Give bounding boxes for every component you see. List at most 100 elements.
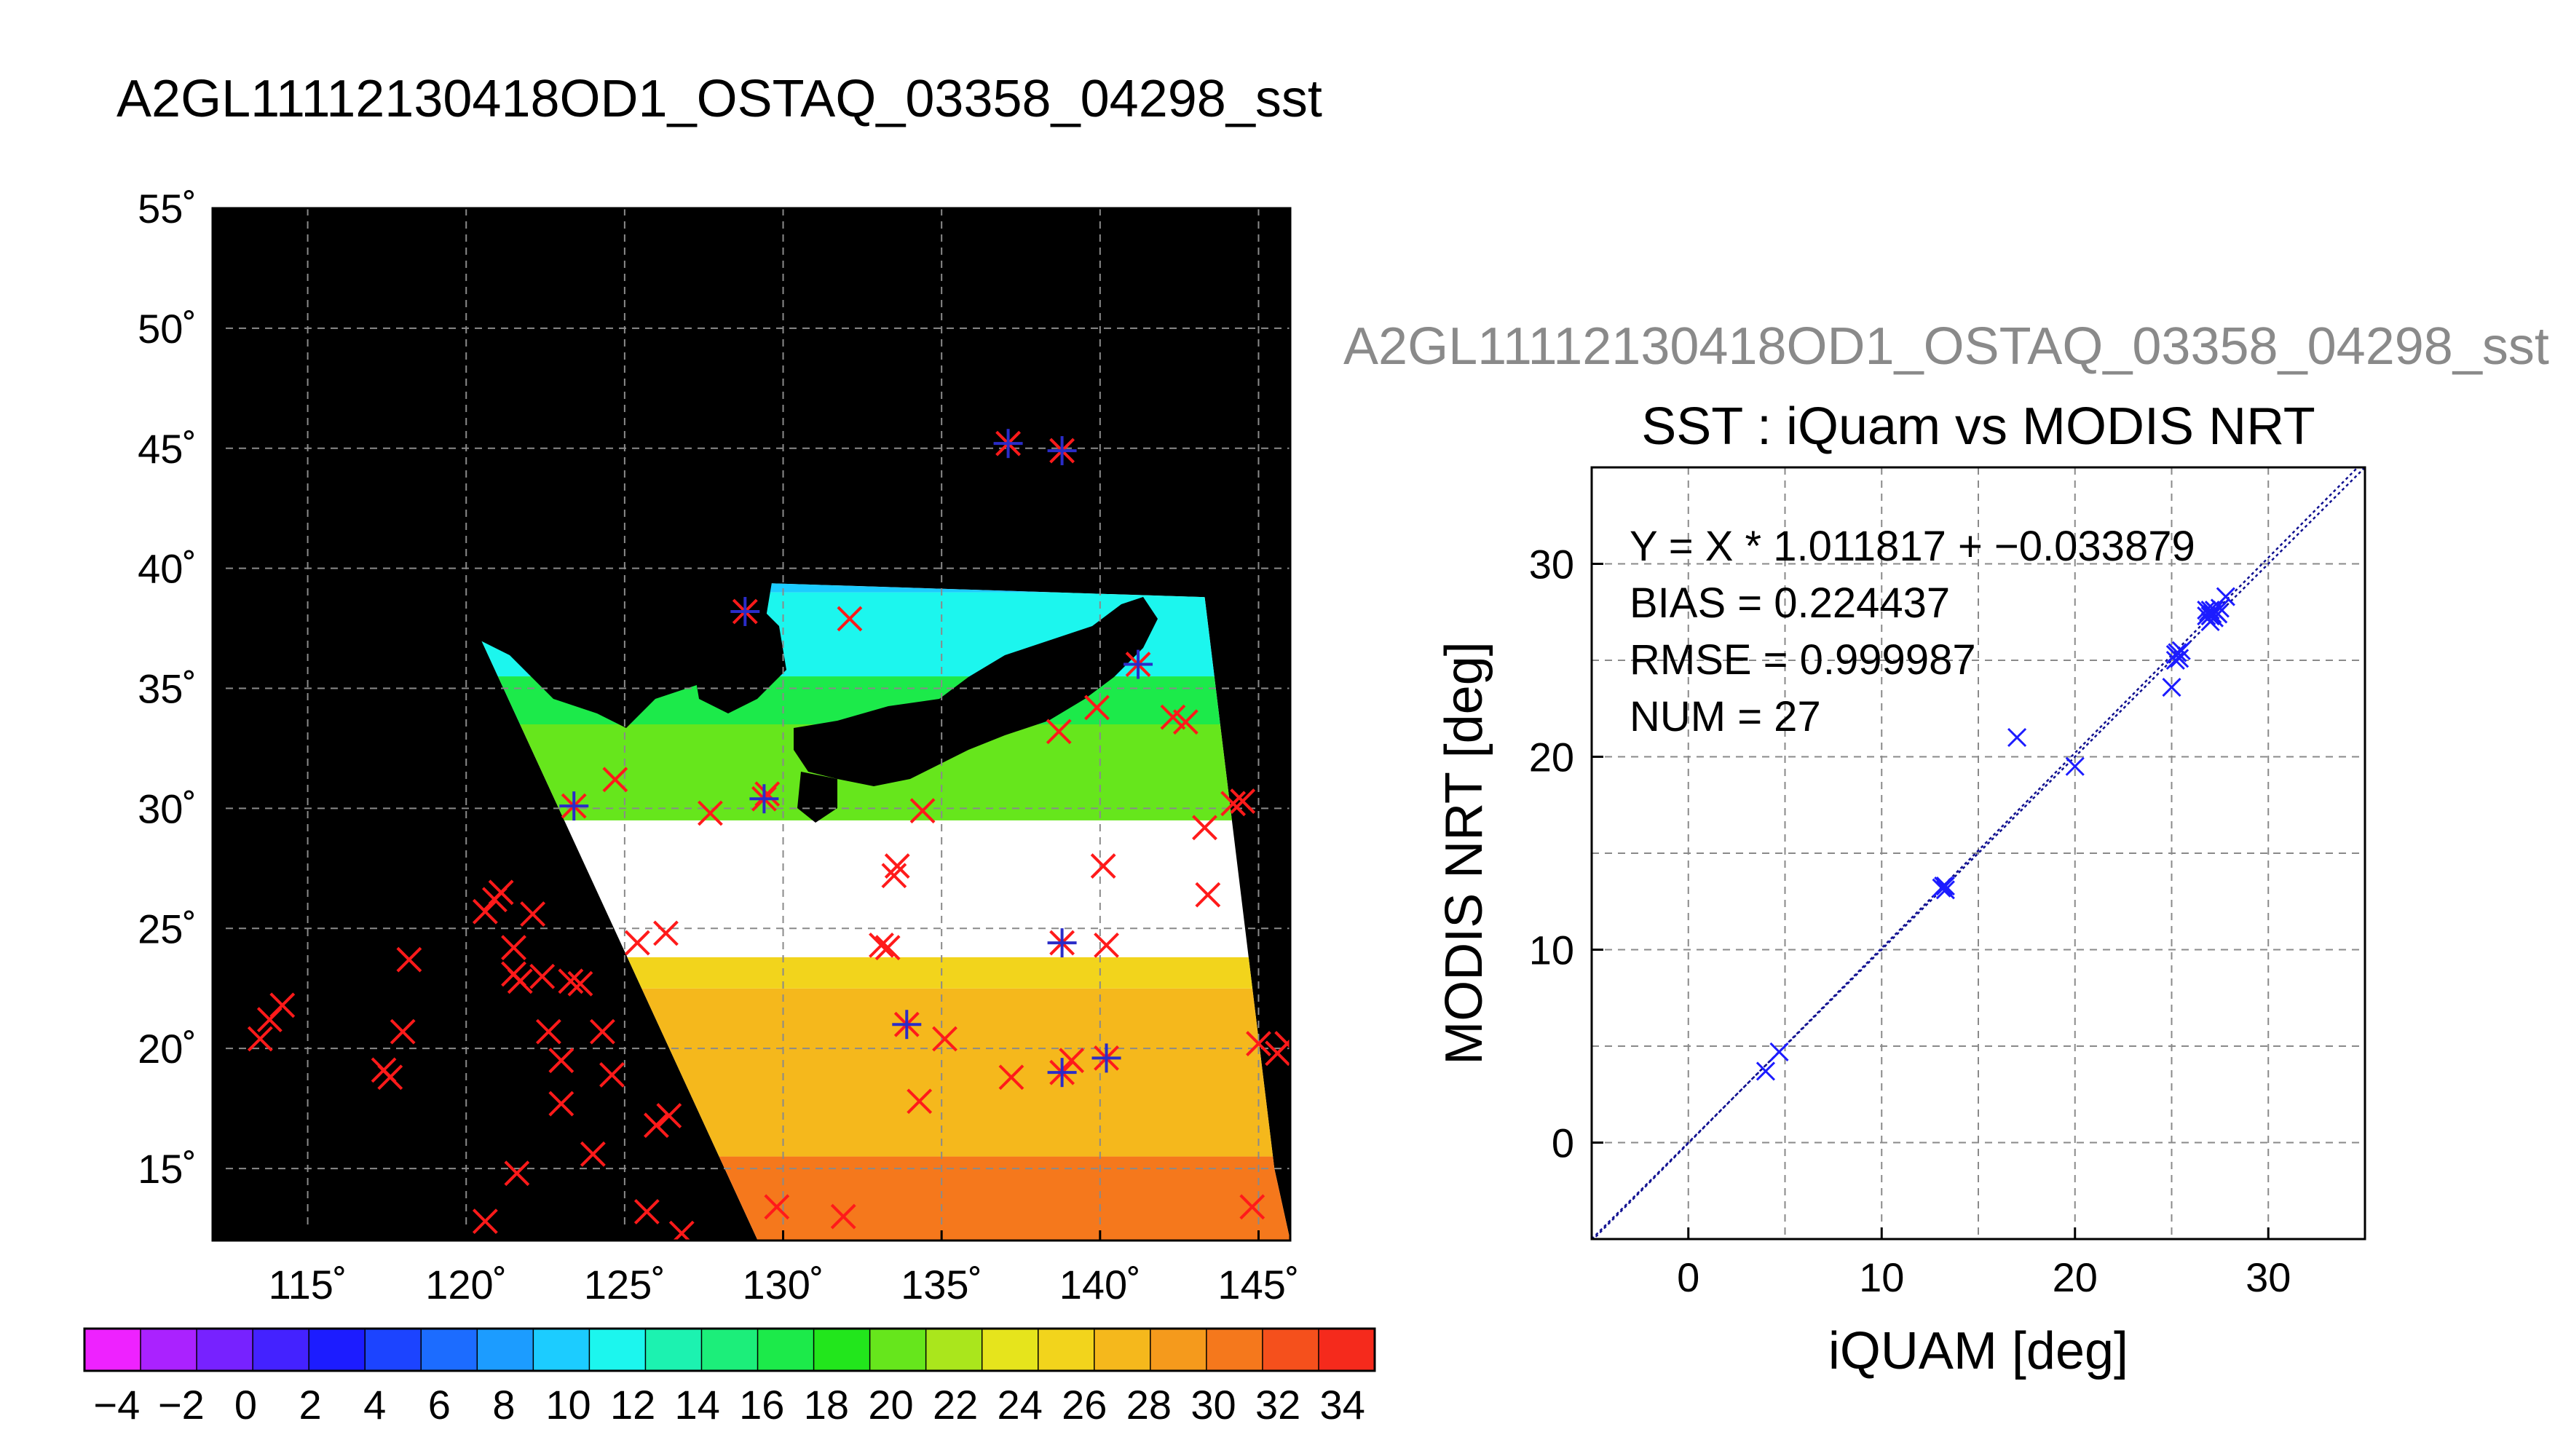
land-russia-coast [859, 208, 1290, 510]
land-hokkaido [1041, 480, 1165, 582]
land-korea-peninsula [692, 604, 786, 713]
scatter-plot: A2GL11112130418OD1_OSTAQ_03358_04298_sst… [1343, 317, 2549, 1380]
matchup-red-36 [837, 606, 863, 632]
matchup-red-31 [668, 1220, 695, 1241]
matchup-red-4 [377, 1064, 403, 1091]
matchup-red-47 [1084, 695, 1110, 721]
matchup-red-30 [656, 1103, 682, 1128]
scatter-x-tick-label-3: 30 [2246, 1254, 2291, 1300]
map-y-tick-label-7: 50˚ [138, 306, 197, 352]
scatter-title: SST : iQuam vs MODIS NRT [1641, 397, 2315, 456]
colorbar-cell-17 [1038, 1329, 1095, 1371]
matchup-red-46 [1059, 1048, 1085, 1074]
colorbar-label-16: 28 [1126, 1382, 1172, 1428]
matchup-red-43 [932, 1026, 957, 1052]
colorbar-label-2: 0 [234, 1382, 257, 1428]
matchup-red-23 [589, 1018, 615, 1045]
matchup-red-37 [869, 932, 894, 958]
colorbar-labels: −4 −2 0 2 4 6 8 10 12 14 16 18 20 22 24 26 28 30 32 34 [93, 1382, 1365, 1428]
matchup-red-7 [472, 1208, 498, 1235]
matchup-red-25 [602, 767, 628, 793]
matchup-red-57 [1246, 1031, 1271, 1057]
scatter-annotation-3: NUM = 27 [1630, 693, 1821, 740]
matchup-red-55 [1230, 788, 1256, 814]
colorbar-cell-19 [1150, 1329, 1207, 1371]
colorbar-label-12: 20 [868, 1382, 913, 1428]
scatter-annotation-1: BIAS = 0.224437 [1630, 579, 1950, 627]
colorbar-label-8: 12 [610, 1382, 655, 1428]
matchup-red-14 [504, 1160, 530, 1187]
colorbar: −4 −2 0 2 4 6 8 10 12 14 16 18 20 22 24 26 28 30 32 34 [83, 1327, 1376, 1428]
matchup-red-48 [1090, 853, 1116, 879]
colorbar-label-9: 14 [675, 1382, 720, 1428]
colorbar-cell-20 [1206, 1329, 1263, 1371]
colorbar-cell-7 [477, 1329, 534, 1371]
scatter-x-label: iQUAM [deg] [1828, 1322, 2128, 1380]
scatter-super-title: A2GL11112130418OD1_OSTAQ_03358_04298_sst [1343, 317, 2549, 376]
map-x-tick-label-6: 145˚ [1217, 1262, 1299, 1307]
matchup-blue-7 [1047, 1058, 1077, 1088]
colorbar-label-17: 30 [1190, 1382, 1236, 1428]
colorbar-cell-3 [253, 1329, 309, 1371]
colorbar-cell-16 [982, 1329, 1039, 1371]
colorbar-cell-15 [925, 1329, 983, 1371]
colorbar-label-19: 34 [1320, 1382, 1365, 1428]
matchup-blue-8 [1091, 1043, 1121, 1073]
map-x-tick-label-0: 115˚ [269, 1262, 347, 1307]
matchup-red-45 [1046, 719, 1072, 745]
scatter-annotation-0: Y = X * 1.011817 + −0.033879 [1630, 523, 2195, 570]
scatter-ticks: 0 10 20 30 0 10 20 30 [1529, 542, 2291, 1301]
scatter-point-23 [2165, 650, 2185, 670]
page-title: A2GL11112130418OD1_OSTAQ_03358_04298_sst [117, 70, 1322, 128]
matchup-red-0 [247, 1026, 273, 1052]
colorbar-label-10: 16 [739, 1382, 784, 1428]
map-y-tick-label-8: 55˚ [138, 186, 197, 232]
colorbar-cell-18 [1094, 1329, 1151, 1371]
matchup-red-27 [633, 1199, 660, 1224]
scatter-point-25 [2210, 598, 2230, 618]
matchup-red-56 [1239, 1194, 1265, 1220]
matchup-red-5 [390, 1018, 416, 1045]
matchup-red-24 [599, 1062, 625, 1088]
map-y-tick-label-0: 15˚ [138, 1146, 197, 1192]
colorbar-cell-14 [869, 1329, 927, 1371]
matchup-red-32 [697, 800, 723, 826]
matchup-red-20 [558, 968, 584, 994]
scatter-grid [1592, 467, 2365, 1239]
scatter-y-tick-label-1: 10 [1529, 927, 1574, 973]
matchup-blue-1 [730, 597, 760, 627]
regression-line [1592, 467, 2359, 1239]
scatter-annotations: Y = X * 1.011817 + −0.033879 BIAS = 0.224… [1630, 523, 2195, 740]
matchup-red-49 [1094, 932, 1119, 958]
scatter-frame [1590, 466, 2366, 1241]
matchup-red-18 [548, 1048, 574, 1074]
matchup-red-10 [488, 879, 514, 906]
scatter-point-21 [2216, 587, 2235, 606]
land-kyushu [797, 772, 837, 823]
matchup-red-26 [624, 930, 650, 956]
scatter-x-tick-label-0: 0 [1677, 1254, 1699, 1300]
scatter-point-7 [2065, 756, 2085, 776]
matchup-red-16 [529, 963, 556, 989]
colorbar-cell-10 [645, 1329, 702, 1371]
matchup-red-35 [830, 1203, 856, 1230]
scatter-point-13 [2197, 606, 2216, 626]
colorbar-label-0: −4 [93, 1382, 140, 1428]
scatter-points [1756, 587, 2235, 1081]
colorbar-cells [84, 1329, 1375, 1371]
matchup-red-52 [1192, 815, 1217, 841]
matchup-red-59 [1274, 1031, 1290, 1057]
map-y-tick-label-6: 45˚ [138, 426, 197, 472]
matchup-red-8 [472, 898, 498, 925]
colorbar-label-7: 10 [545, 1382, 591, 1428]
colorbar-label-15: 26 [1062, 1382, 1107, 1428]
colorbar-label-18: 32 [1255, 1382, 1300, 1428]
map-y-tick-label-4: 35˚ [138, 666, 197, 712]
colorbar-label-5: 6 [428, 1382, 451, 1428]
map-y-tick-label-5: 40˚ [138, 546, 197, 592]
matchup-red-19 [548, 1091, 574, 1117]
scatter-y-tick-label-3: 30 [1529, 542, 1574, 587]
colorbar-label-14: 24 [998, 1382, 1043, 1428]
map-x-tick-label-2: 125˚ [584, 1262, 666, 1307]
map-x-tick-label-3: 130˚ [742, 1262, 824, 1307]
